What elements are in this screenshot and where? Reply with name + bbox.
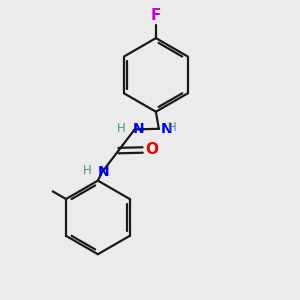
Text: H: H	[117, 122, 126, 135]
Text: H: H	[82, 164, 91, 177]
Text: O: O	[145, 142, 158, 158]
Text: N: N	[132, 122, 144, 136]
Text: F: F	[151, 8, 161, 23]
Text: N: N	[98, 165, 109, 179]
Text: H: H	[168, 121, 176, 134]
Text: N: N	[160, 122, 172, 136]
